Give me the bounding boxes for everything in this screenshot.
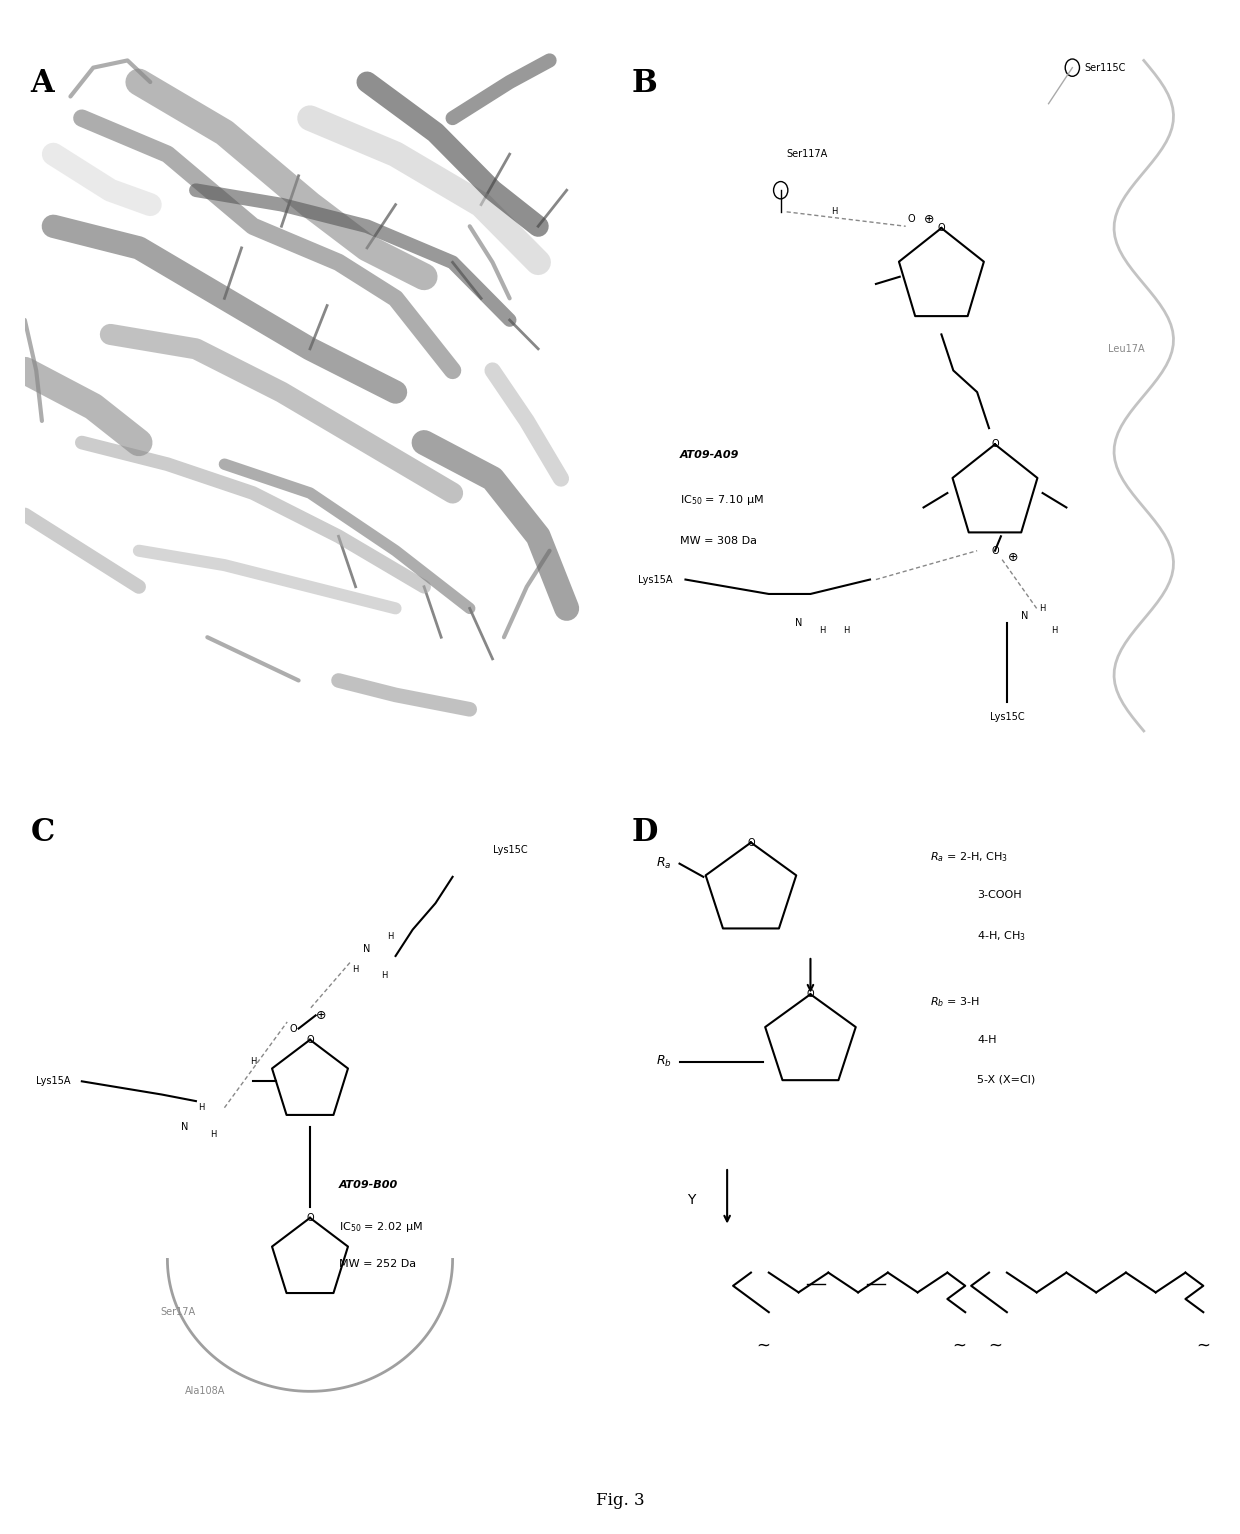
Text: Fig. 3: Fig. 3 — [595, 1491, 645, 1509]
Text: AT09-B00: AT09-B00 — [339, 1180, 398, 1190]
Text: N: N — [795, 618, 802, 627]
Text: C: C — [31, 818, 55, 848]
Text: MW = 252 Da: MW = 252 Da — [339, 1259, 415, 1270]
Text: IC$_{50}$ = 2.02 μM: IC$_{50}$ = 2.02 μM — [339, 1220, 423, 1233]
Text: H: H — [381, 971, 387, 980]
Text: H: H — [1039, 604, 1045, 614]
Text: H: H — [249, 1057, 257, 1066]
Text: Ala108A: Ala108A — [185, 1387, 224, 1396]
Text: O: O — [908, 215, 915, 224]
Text: $R_a$: $R_a$ — [656, 856, 671, 871]
Text: Lys15A: Lys15A — [637, 575, 672, 584]
Text: Ser117A: Ser117A — [786, 149, 828, 160]
Text: H: H — [1052, 626, 1058, 635]
Text: $R_a$ = 2-H, CH$_3$: $R_a$ = 2-H, CH$_3$ — [930, 850, 1008, 864]
Text: Lys15A: Lys15A — [36, 1077, 71, 1086]
Text: A: A — [31, 67, 55, 98]
Text: H: H — [210, 1129, 216, 1138]
Text: O: O — [991, 439, 998, 449]
Text: Lys15C: Lys15C — [492, 845, 527, 856]
Text: Lys15C: Lys15C — [990, 712, 1024, 721]
Text: 4-H, CH$_3$: 4-H, CH$_3$ — [977, 930, 1027, 943]
Text: O: O — [991, 546, 998, 555]
Text: Y: Y — [687, 1193, 696, 1207]
Text: H: H — [352, 965, 358, 974]
Text: H: H — [387, 931, 393, 940]
Text: H: H — [198, 1103, 205, 1112]
Text: H: H — [831, 207, 837, 216]
Text: ~: ~ — [756, 1336, 770, 1355]
Text: Ser115C: Ser115C — [1084, 63, 1126, 72]
Text: ~: ~ — [988, 1336, 1002, 1355]
Text: 3-COOH: 3-COOH — [977, 890, 1022, 900]
Text: ~: ~ — [952, 1336, 966, 1355]
Text: AT09-A09: AT09-A09 — [680, 449, 739, 460]
Text: ~: ~ — [1197, 1336, 1210, 1355]
Text: 5-X (X=Cl): 5-X (X=Cl) — [977, 1075, 1035, 1085]
Text: N: N — [1021, 611, 1028, 621]
Text: O: O — [748, 838, 755, 847]
Text: B: B — [632, 67, 657, 98]
Text: Leu17A: Leu17A — [1109, 344, 1145, 354]
Text: H: H — [820, 626, 826, 635]
Text: H: H — [843, 626, 849, 635]
Text: ⊕: ⊕ — [316, 1009, 326, 1022]
Text: Ser17A: Ser17A — [161, 1307, 196, 1318]
Text: O: O — [306, 1213, 314, 1223]
Text: D: D — [632, 818, 658, 848]
Text: O: O — [289, 1023, 296, 1034]
Text: N: N — [363, 945, 371, 954]
Text: O: O — [306, 1035, 314, 1045]
Text: O: O — [807, 989, 815, 999]
Text: O: O — [937, 222, 945, 233]
Text: N: N — [181, 1123, 188, 1132]
Text: $R_b$: $R_b$ — [656, 1054, 672, 1069]
Text: IC$_{50}$ = 7.10 μM: IC$_{50}$ = 7.10 μM — [680, 492, 764, 508]
Text: MW = 308 Da: MW = 308 Da — [680, 537, 756, 546]
Text: $R_b$ = 3-H: $R_b$ = 3-H — [930, 996, 980, 1009]
Text: ⊕: ⊕ — [1008, 551, 1018, 565]
Text: ⊕: ⊕ — [924, 213, 935, 225]
Text: 4-H: 4-H — [977, 1035, 997, 1045]
